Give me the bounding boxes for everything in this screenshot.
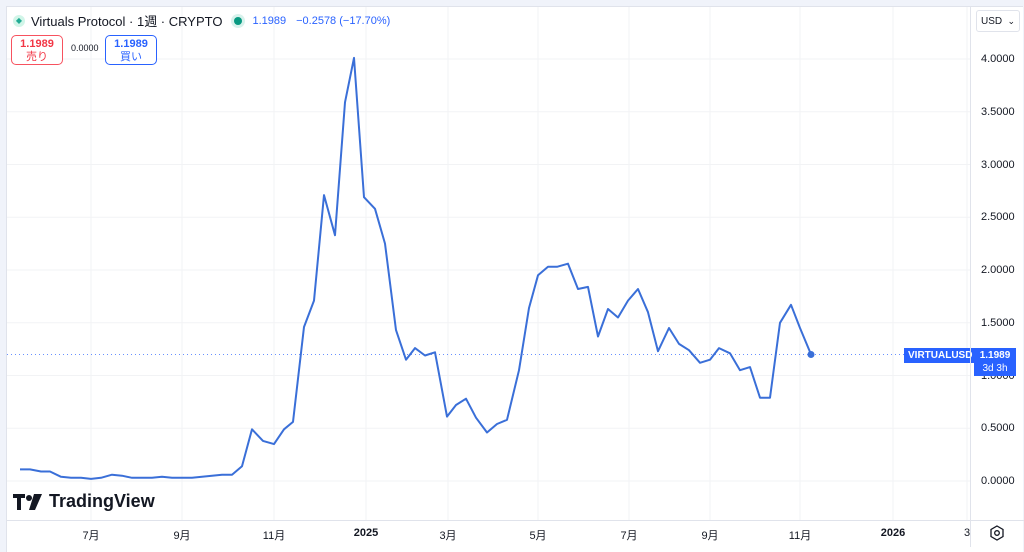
symbol-legend[interactable]: ◆ Virtuals Protocol · 1週 · CRYPTO 1.1989… [13, 11, 390, 30]
last-price-label: 1.1989 3d 3h [974, 347, 1016, 376]
buy-button[interactable]: 1.1989 買い [105, 35, 157, 65]
price-axis-tick: 1.5000 [981, 316, 1015, 329]
market-status-icon[interactable] [234, 16, 243, 25]
price-axis-tick: 2.5000 [981, 211, 1015, 224]
tradingview-logo-text: TradingView [49, 491, 155, 511]
currency-label: USD [981, 15, 1003, 27]
time-axis-tick: 7月 [620, 530, 638, 542]
time-axis-tick: 2025 [353, 527, 379, 539]
virtuals-logo-icon: ◆ [13, 14, 25, 27]
buy-price: 1.1989 [114, 38, 148, 50]
currency-selector[interactable]: USD ⌄ [976, 10, 1020, 32]
time-axis-tick: 11月 [262, 530, 286, 542]
chart-settings-corner [970, 520, 1024, 547]
price-change: −0.2578 (−17.70%) [296, 14, 391, 27]
time-axis-tick: 3月 [439, 530, 457, 542]
time-axis-tick: 7月 [82, 530, 100, 542]
bar-countdown: 3d 3h [982, 362, 1008, 374]
price-axis-tick: 3.5000 [981, 105, 1015, 118]
sell-label: 売り [26, 51, 48, 63]
time-axis-tick: 9月 [173, 530, 191, 542]
chart-widget: ◆ Virtuals Protocol · 1週 · CRYPTO 1.1989… [6, 6, 1024, 552]
tradingview-logo[interactable]: TradingView [13, 491, 155, 512]
time-axis-tick: 2026 [880, 527, 906, 539]
sell-button[interactable]: 1.1989 売り [11, 35, 63, 65]
price-line-chart[interactable] [7, 7, 970, 520]
axis-last-price: 1.1989 [979, 349, 1011, 361]
price-axis-tick: 3.0000 [981, 158, 1015, 171]
time-axis-tick: 3 [963, 527, 971, 539]
time-axis-tick: 11月 [788, 530, 812, 542]
price-axis-tick: 2.0000 [981, 264, 1015, 276]
time-axis[interactable]: 7月 9月 11月 2025 3月 5月 7月 9月 11月 2026 3 [7, 520, 970, 547]
price-axis-tick: 0.0000 [981, 475, 1015, 487]
time-axis-tick: 9月 [701, 530, 719, 542]
chart-pane[interactable]: ◆ Virtuals Protocol · 1週 · CRYPTO 1.1989… [7, 7, 977, 520]
sell-price: 1.1989 [20, 38, 54, 50]
symbol-price-label: VIRTUALUSD [904, 347, 977, 363]
time-axis-tick: 5月 [529, 530, 547, 542]
price-axis-tick: 4.0000 [981, 53, 1015, 65]
tradingview-logo-icon [13, 493, 42, 510]
spread-value: 0.0000 [71, 43, 99, 53]
price-axis-tick: 0.5000 [981, 422, 1015, 435]
price-axis[interactable]: USD ⌄ 4.0000 3.5000 3.0000 2.5000 2.0000 1.50… [970, 7, 1024, 520]
symbol-title: Virtuals Protocol · 1週 · CRYPTO [31, 14, 223, 29]
last-price: 1.1989 [252, 14, 287, 27]
settings-gear-icon[interactable] [989, 525, 1005, 541]
chevron-down-icon: ⌄ [1007, 15, 1015, 26]
buy-label: 買い [120, 51, 142, 63]
